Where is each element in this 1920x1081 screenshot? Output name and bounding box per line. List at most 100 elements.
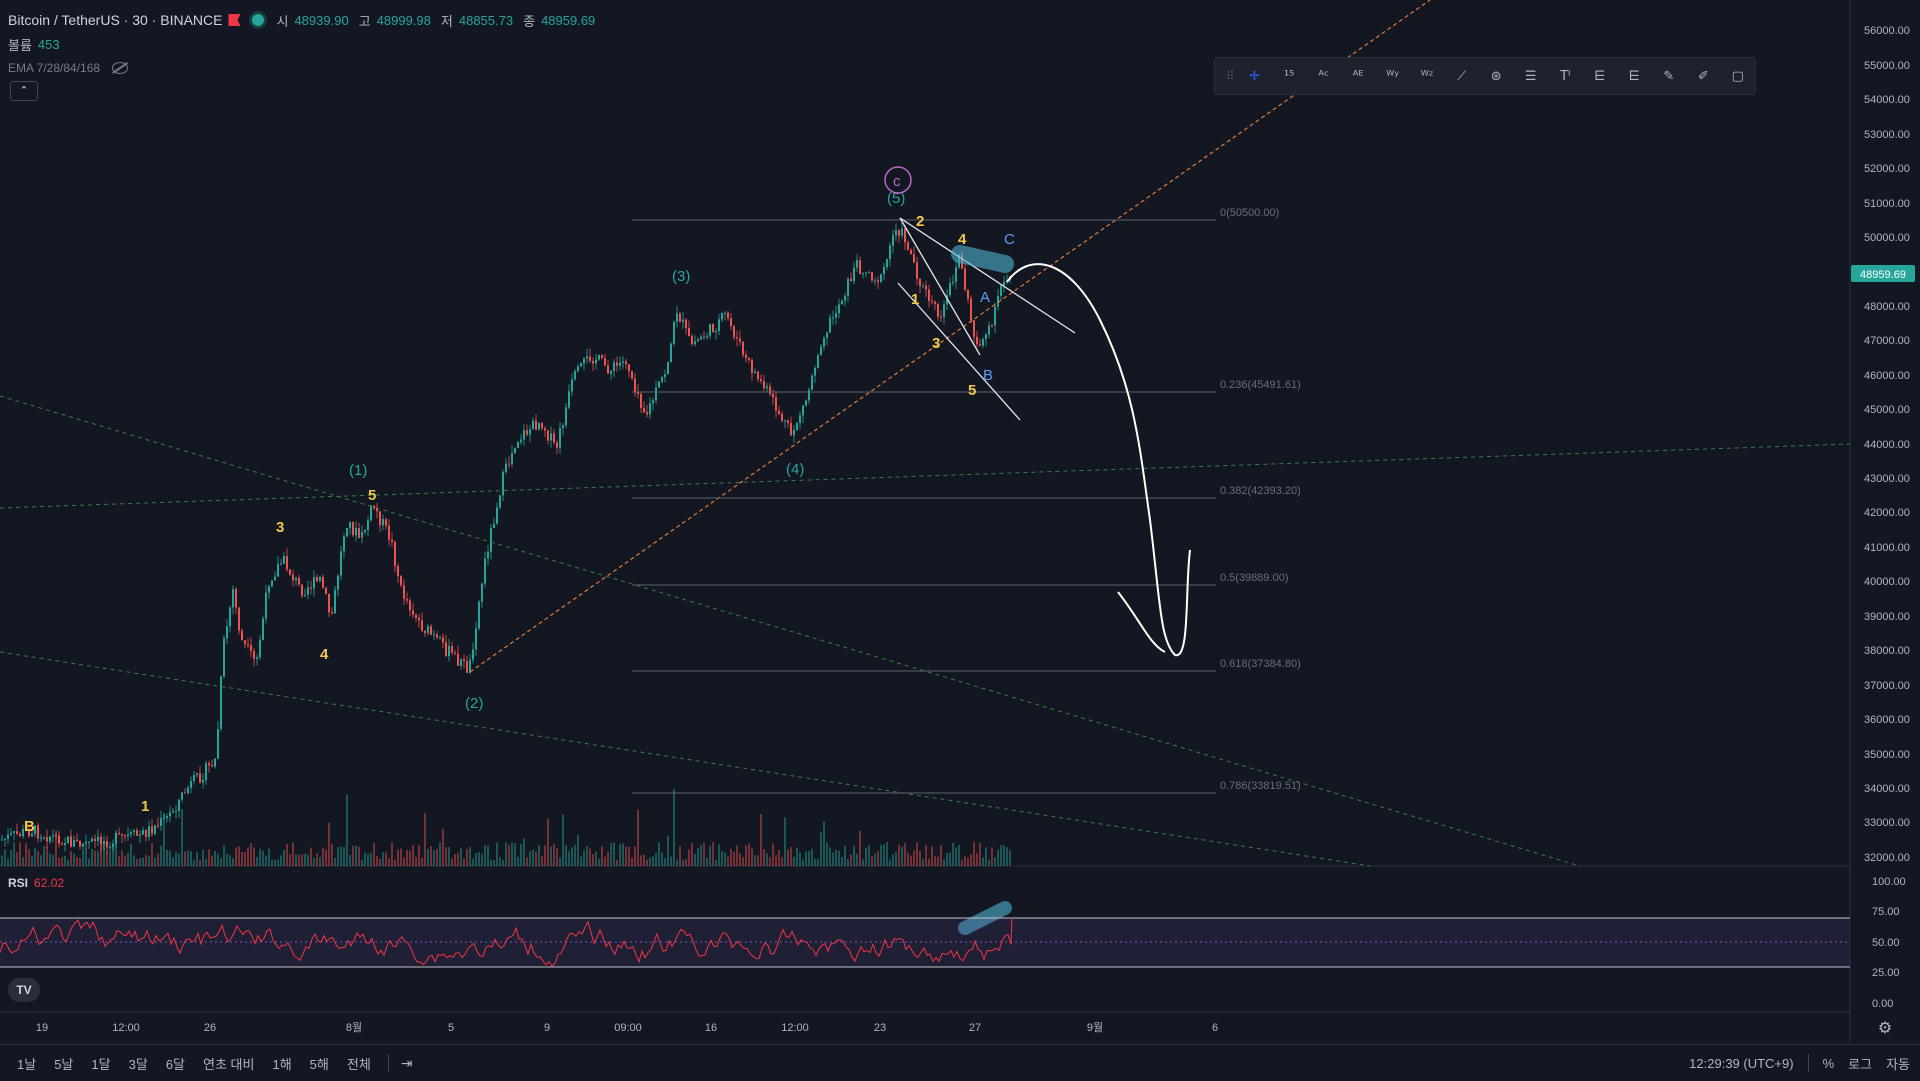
timeframe-button[interactable]: 1해 [272, 1056, 292, 1072]
symbol-title[interactable]: Bitcoin / TetherUS · 30 · BINANCE [8, 12, 223, 28]
time-tick-label: 9 [544, 1022, 550, 1034]
candle-body [160, 818, 162, 827]
close-value: 48959.69 [541, 12, 596, 28]
fib-retracement[interactable]: 0(50500.00) 0.236(45491.61) 0.382(42393.… [632, 207, 1301, 794]
clock[interactable]: 12:29:39 (UTC+9) [1689, 1055, 1794, 1071]
crosshair-icon[interactable]: ✛ [1249, 68, 1261, 84]
volume-bar [811, 848, 813, 866]
timeframe-button[interactable]: 1달 [91, 1056, 111, 1072]
hidden-eye-icon[interactable] [112, 62, 129, 74]
candle-body [352, 522, 354, 536]
volume-bar [688, 849, 690, 866]
ema-label[interactable]: EMA 7/28/84/168 [8, 61, 101, 75]
candle-body [265, 592, 267, 619]
price-tick-label: 34000.00 [1864, 783, 1910, 795]
divergence-highlight-price[interactable] [951, 245, 1014, 273]
volume-bar [973, 842, 975, 866]
candle-body [775, 397, 777, 411]
volume-bar [385, 852, 387, 866]
candle-body [646, 412, 648, 415]
fib-retracement-icon[interactable]: ☰ [1524, 68, 1537, 84]
timeframe-button[interactable]: 전체 [346, 1056, 371, 1072]
volume-bar [835, 850, 837, 866]
timeframe-button[interactable]: 5해 [309, 1056, 329, 1072]
highlighter-icon[interactable]: ✐ [1697, 68, 1709, 84]
trend-line-icon[interactable]: ⟋ [1457, 68, 1467, 84]
candlestick-series[interactable] [1, 221, 1011, 855]
projected-path-bottom[interactable] [1117, 591, 1166, 653]
timeframe-button[interactable]: 6달 [165, 1056, 186, 1072]
candle-body [544, 428, 546, 431]
minor-wave-labels[interactable]: B 1 3 4 5 1 2 3 4 5 [24, 213, 976, 835]
volume-bar [1009, 850, 1011, 866]
price-tick-label: 52000.00 [1864, 163, 1910, 175]
auto-toggle[interactable]: 자동 [1886, 1056, 1910, 1072]
volume-bar [136, 858, 138, 866]
candle-body [883, 267, 885, 275]
timeframe-button[interactable]: 3달 [128, 1056, 148, 1072]
candle-body [940, 316, 942, 318]
tradingview-logo-icon[interactable]: TV [8, 978, 40, 1002]
candle-body [418, 617, 420, 621]
elliott-correction-icon[interactable]: ᴬᶜ [1318, 68, 1329, 84]
orange-dashed-support-line[interactable] [469, 0, 1431, 673]
volume-bar [601, 846, 603, 866]
collapse-legend-chevron-up-icon[interactable]: ⌃ [10, 81, 38, 101]
green-dashed-trendline-lower[interactable] [0, 651, 1371, 867]
brush-icon[interactable]: ✎ [1663, 68, 1675, 84]
log-toggle[interactable]: 로그 [1848, 1056, 1873, 1072]
candle-body [814, 368, 816, 376]
abc-wave-labels[interactable]: A B C [980, 231, 1015, 384]
volume-bar [484, 845, 486, 866]
falling-wedge-lines[interactable] [897, 217, 1076, 421]
candle-body [943, 304, 945, 318]
long-position-icon[interactable]: ⋿ [1594, 68, 1606, 84]
timeframe-button[interactable]: 1날 [17, 1056, 37, 1072]
bottom-right-controls: 12:29:39 (UTC+9) % 로그 자동 [1689, 1054, 1910, 1073]
timeframe-button[interactable]: 5날 [54, 1056, 74, 1072]
fib-circles-icon[interactable]: ⊛ [1490, 68, 1502, 84]
grip-icon[interactable]: ⠿ [1225, 69, 1235, 83]
elliott-triple-combo-icon[interactable]: ᵂᶻ [1420, 68, 1434, 84]
volume-bar [619, 844, 621, 866]
time-axis[interactable]: 19 12:00 26 8월 5 9 09:00 16 12:00 23 27 9월 6 [36, 1021, 1218, 1034]
text-icon[interactable]: Tᴵ [1560, 68, 1571, 84]
green-dashed-trendline-descending[interactable] [0, 395, 1581, 867]
candle-body [823, 338, 825, 347]
volume-bar [52, 854, 54, 866]
elliott-triangle-icon[interactable]: ᴬᴱ [1352, 68, 1364, 84]
candle-body [397, 566, 399, 577]
candle-body [973, 320, 975, 337]
projected-path-brush[interactable] [1006, 263, 1191, 657]
volume-bar [625, 846, 627, 866]
candle-body [691, 336, 693, 345]
rsi-axis[interactable]: 100.00 75.00 50.00 25.00 0.00 [1872, 876, 1906, 1010]
flag-icon[interactable] [228, 14, 241, 26]
volume-bar [280, 855, 282, 866]
elliott-double-combo-icon[interactable]: ᵂʸ [1386, 68, 1400, 84]
rectangle-icon[interactable]: ▢ [1731, 68, 1744, 84]
candle-body [955, 267, 957, 282]
price-tick-label: 37000.00 [1864, 680, 1910, 692]
short-position-icon[interactable]: ⋿ [1628, 68, 1640, 84]
abc-wave-c: C [1004, 231, 1015, 248]
candle-body [901, 228, 903, 236]
close-label: 종 [523, 13, 536, 29]
timeframe-button[interactable]: 연초 대비 [203, 1056, 255, 1072]
price-tick-label: 43000.00 [1864, 473, 1910, 485]
goto-date-icon[interactable]: ⇥ [400, 1054, 413, 1071]
candle-body [859, 260, 861, 275]
elliott-wave-labels[interactable]: (1) (2) (3) (4) (5) c [349, 166, 912, 712]
volume-bar [64, 855, 66, 866]
price-axis[interactable]: 56000.00 55000.00 54000.00 53000.00 52000.00… [1864, 25, 1910, 864]
volume-bar [229, 855, 231, 866]
rsi-line[interactable] [0, 917, 1013, 967]
chart-settings-gear-icon[interactable]: ⚙ [1878, 1020, 1892, 1037]
elliott-impulse-icon[interactable]: ¹⁵ [1283, 68, 1295, 84]
rsi-title[interactable]: RSI [8, 876, 29, 890]
percent-toggle[interactable]: % [1822, 1055, 1835, 1071]
candle-body [37, 825, 39, 839]
volume-bar [826, 842, 828, 866]
volume-bar [403, 857, 405, 866]
